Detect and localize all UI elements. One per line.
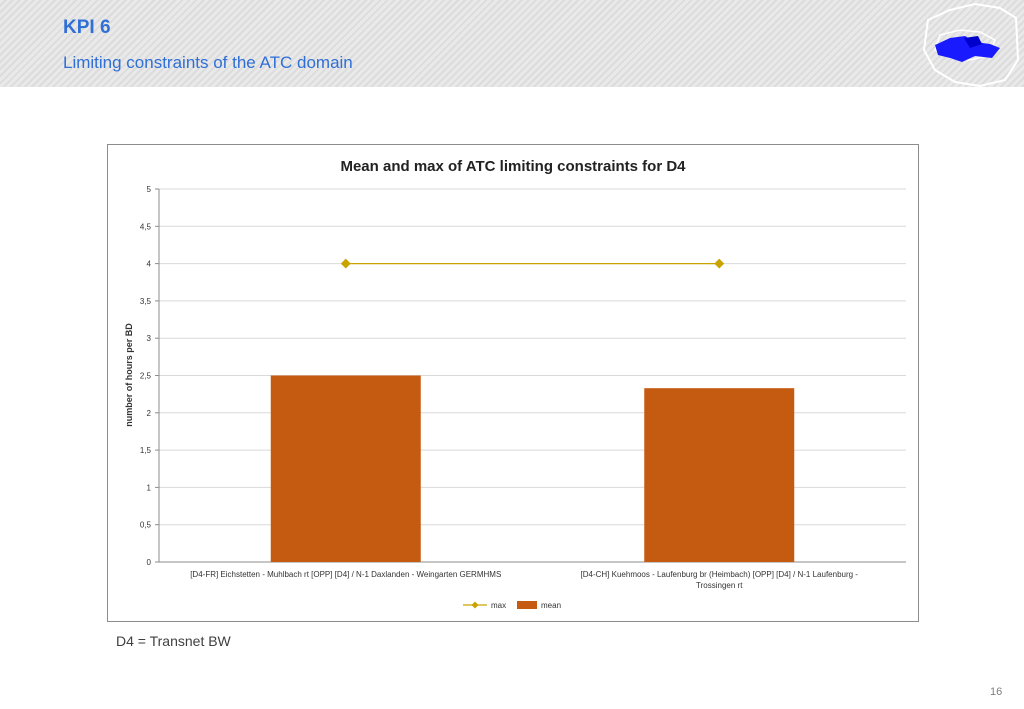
point-max: [340, 258, 351, 269]
chart-title: Mean and max of ATC limiting constraints…: [340, 158, 686, 175]
legend-max-marker: [471, 601, 479, 609]
bar-chart: Mean and max of ATC limiting constraints…: [124, 158, 906, 610]
legend-mean-swatch: [517, 601, 537, 609]
y-tick-label: 4,5: [140, 222, 152, 231]
y-tick-label: 3: [147, 334, 152, 343]
page-number: 16: [990, 686, 1003, 698]
x-tick-label: Trossingen rt: [696, 581, 743, 590]
x-tick-label: [D4-CH] Kuehmoos - Laufenburg br (Heimba…: [581, 570, 859, 579]
page-subtitle: Limiting constraints of the ATC domain: [63, 53, 353, 72]
chart-frame: Mean and max of ATC limiting constraints…: [107, 144, 919, 622]
europe-map-logo-icon: [922, 2, 1020, 87]
y-tick-label: 5: [147, 185, 152, 194]
y-tick-label: 1,5: [140, 446, 152, 455]
page-title: KPI 6: [63, 17, 111, 38]
legend-mean-label: mean: [541, 601, 561, 610]
header-banner: KPI 6 Limiting constraints of the ATC do…: [0, 0, 1024, 87]
y-tick-label: 3,5: [140, 297, 152, 306]
y-tick-label: 2: [147, 409, 152, 418]
y-tick-label: 2,5: [140, 372, 152, 381]
y-tick-label: 1: [147, 483, 152, 492]
bar-mean: [270, 375, 421, 562]
point-max: [714, 258, 725, 269]
y-tick-label: 0: [147, 558, 152, 567]
bar-mean: [644, 388, 795, 562]
y-axis-label: number of hours per BD: [124, 323, 134, 427]
y-tick-label: 0,5: [140, 521, 152, 530]
legend-max-label: max: [491, 601, 506, 610]
y-tick-label: 4: [147, 260, 152, 269]
x-tick-label: [D4-FR] Eichstetten - Muhlbach rt [OPP] …: [190, 570, 501, 579]
footnote: D4 = Transnet BW: [116, 633, 231, 649]
